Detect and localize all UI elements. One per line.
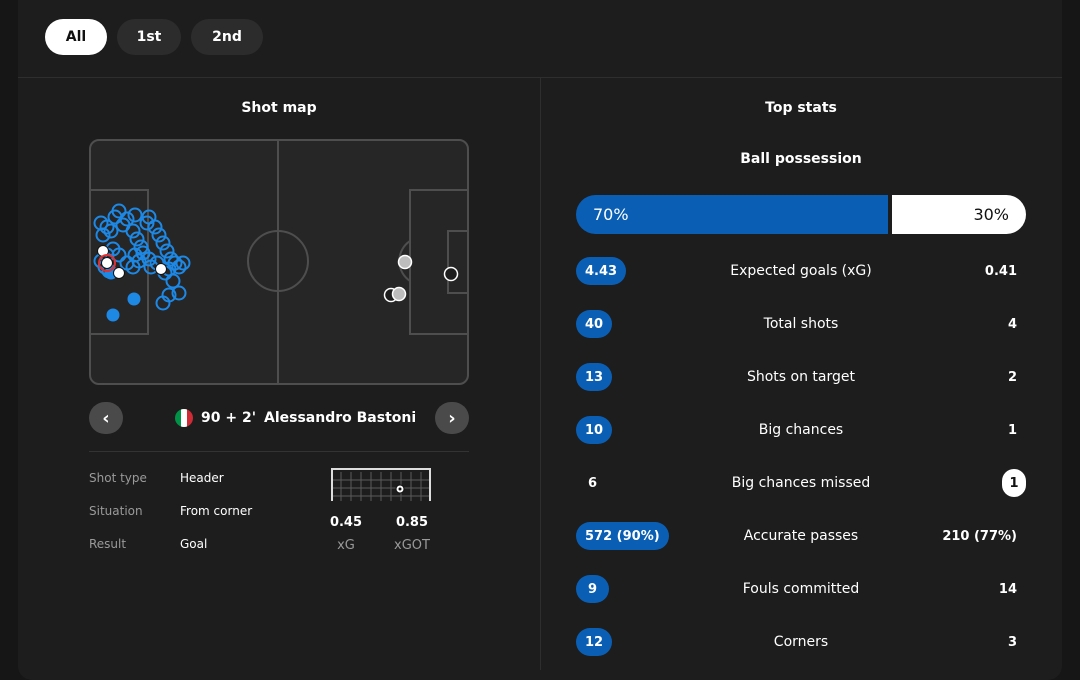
home-shot-marker[interactable]	[175, 255, 191, 271]
shot-minute: 90 + 2'	[201, 410, 256, 426]
stat-away-value: 0.41	[984, 263, 1017, 279]
home-goal-marker[interactable]	[155, 263, 167, 275]
italy-flag-icon	[175, 409, 193, 427]
stat-label: Big chances missed	[731, 475, 871, 491]
shot-player: Alessandro Bastoni	[264, 410, 417, 426]
stat-row-shots-on-target: 13 Shots on target 2	[576, 362, 1026, 392]
home-shot-marker[interactable]	[125, 223, 141, 239]
stat-row-fouls: 9 Fouls committed 14	[576, 574, 1026, 604]
home-goal-marker[interactable]	[113, 267, 125, 279]
home-shot-markers[interactable]	[93, 203, 191, 322]
possession-home: 70%	[576, 195, 888, 234]
home-shot-marker[interactable]	[151, 227, 167, 243]
tab-first-half[interactable]: 1st	[117, 19, 181, 55]
shot-map-pitch[interactable]	[89, 139, 469, 385]
top-stats-title: Top stats	[765, 100, 837, 116]
stat-home-value: 40	[576, 310, 613, 338]
next-shot-button[interactable]: ›	[435, 402, 469, 434]
goal-frame-icon	[331, 468, 431, 502]
stat-away-value: 1	[1002, 469, 1026, 497]
xgot-label: xGOT	[394, 538, 430, 553]
xg-value: 0.45	[329, 515, 363, 530]
home-shot-on-target-marker[interactable]	[106, 308, 120, 322]
stat-home-value: 4.43	[576, 257, 627, 285]
home-shot-marker[interactable]	[129, 231, 145, 247]
stat-home-value: 572 (90%)	[576, 522, 669, 550]
shot-type-value: Header	[180, 471, 224, 485]
home-shot-marker[interactable]	[127, 247, 143, 263]
stat-home-value: 12	[576, 628, 613, 656]
stat-label: Big chances	[758, 422, 844, 438]
xg-label: xG	[337, 538, 355, 553]
result-label: Result	[89, 537, 127, 551]
tab-all[interactable]: All	[45, 19, 107, 55]
column-divider	[540, 78, 541, 670]
home-shot-marker[interactable]	[99, 219, 115, 235]
home-shot-marker[interactable]	[135, 245, 151, 261]
home-goal-marker[interactable]	[101, 257, 113, 269]
stat-row-xg: 4.43 Expected goals (xG) 0.41	[576, 256, 1026, 286]
away-shot-marker[interactable]	[391, 286, 407, 302]
chevron-right-icon: ›	[448, 407, 456, 429]
stat-away-value: 1	[1007, 422, 1017, 438]
stat-label: Fouls committed	[742, 581, 860, 597]
stat-label: Expected goals (xG)	[730, 263, 872, 279]
chevron-left-icon: ‹	[102, 407, 110, 429]
home-shot-marker[interactable]	[171, 259, 187, 275]
situation-value: From corner	[180, 504, 253, 518]
home-shot-marker[interactable]	[155, 235, 171, 251]
selected-shot-marker[interactable]	[98, 254, 116, 272]
possession-away: 30%	[892, 195, 1026, 234]
stat-home-value: 6	[587, 475, 598, 491]
stat-home-value: 13	[576, 363, 613, 391]
home-shot-marker[interactable]	[155, 295, 171, 311]
home-shot-marker[interactable]	[95, 227, 111, 243]
stat-label: Corners	[773, 634, 829, 650]
stat-home-value: 9	[576, 575, 609, 603]
home-shot-marker[interactable]	[103, 223, 119, 239]
selected-shot-label: 90 + 2' Alessandro Bastoni	[175, 407, 416, 429]
away-shot-marker[interactable]	[397, 254, 413, 270]
stat-row-big-chances: 10 Big chances 1	[576, 415, 1026, 445]
stat-label: Accurate passes	[743, 528, 859, 544]
away-shot-marker[interactable]	[443, 266, 459, 282]
tab-second-half[interactable]: 2nd	[191, 19, 263, 55]
shot-detail-divider	[89, 451, 469, 452]
stat-away-value: 4	[1007, 316, 1017, 332]
home-shot-marker[interactable]	[165, 273, 181, 289]
situation-label: Situation	[89, 504, 143, 518]
shot-type-label: Shot type	[89, 471, 147, 485]
stat-away-value: 210 (77%)	[942, 528, 1017, 544]
possession-bar: 70% 30%	[576, 195, 1026, 234]
stat-row-big-chances-missed: 6 Big chances missed 1	[576, 468, 1026, 498]
stat-away-value: 14	[998, 581, 1017, 597]
possession-label: Ball possession	[740, 151, 862, 167]
shot-map-title: Shot map	[241, 100, 317, 116]
home-shot-marker[interactable]	[111, 203, 127, 219]
header-divider	[18, 77, 1062, 78]
previous-shot-button[interactable]: ‹	[89, 402, 123, 434]
home-shot-marker[interactable]	[147, 219, 163, 235]
home-shot-marker[interactable]	[159, 243, 175, 259]
home-shot-marker[interactable]	[119, 211, 135, 227]
stat-away-value: 2	[1007, 369, 1017, 385]
period-tabs: All 1st 2nd	[45, 19, 263, 55]
home-shot-marker[interactable]	[171, 285, 187, 301]
home-shot-on-target-marker[interactable]	[127, 292, 141, 306]
stat-row-corners: 12 Corners 3	[576, 627, 1026, 657]
home-shot-marker[interactable]	[127, 207, 143, 223]
stat-away-value: 3	[1007, 634, 1017, 650]
home-shot-marker[interactable]	[119, 255, 135, 271]
stat-label: Total shots	[763, 316, 839, 332]
result-value: Goal	[180, 537, 208, 551]
xgot-value: 0.85	[395, 515, 429, 530]
pitch-svg	[89, 139, 469, 385]
stat-row-total-shots: 40 Total shots 4	[576, 309, 1026, 339]
away-shot-markers[interactable]	[383, 254, 459, 303]
stat-home-value: 10	[576, 416, 613, 444]
stat-row-accurate-passes: 572 (90%) Accurate passes 210 (77%)	[576, 521, 1026, 551]
stat-label: Shots on target	[746, 369, 855, 385]
